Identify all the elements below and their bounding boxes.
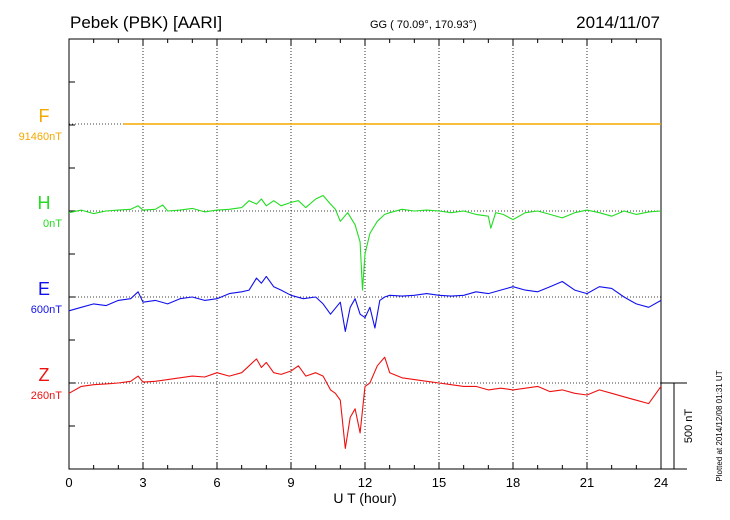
series-baseline-h: 0nT	[43, 218, 62, 230]
x-tick-label: 0	[65, 475, 72, 490]
axis-ticks	[68, 38, 662, 470]
series-name-h: H	[38, 193, 51, 213]
series-name-f: F	[39, 106, 50, 126]
series-group	[68, 123, 662, 449]
series-baseline-e: 600nT	[31, 304, 62, 316]
series-labels: F 91460nT H 0nT E 600nT Z 260nT	[19, 106, 63, 402]
x-tick-label: 9	[287, 475, 294, 490]
series-line-z	[68, 356, 662, 449]
geographic-coords: GG ( 70.09°, 170.93°)	[370, 19, 477, 31]
plotted-timestamp: Plotted at 2014/12/08 01:31 UT	[715, 370, 724, 481]
x-tick-label: 24	[654, 475, 668, 490]
series-baseline-z: 260nT	[31, 390, 62, 402]
x-tick-label: 18	[506, 475, 520, 490]
series-baseline-f: 91460nT	[19, 131, 63, 143]
x-tick-labels: 0 3 6 9 12 15 18 21 24	[65, 475, 668, 490]
station-title: Pebek (PBK) [AARI]	[70, 13, 222, 32]
x-tick-label: 21	[580, 475, 594, 490]
scale-bar: 500 nT	[661, 382, 695, 470]
x-tick-label: 3	[139, 475, 146, 490]
x-tick-label: 15	[432, 475, 446, 490]
series-line-h	[68, 194, 662, 291]
series-name-e: E	[38, 279, 50, 299]
x-tick-label: 12	[358, 475, 372, 490]
series-name-z: Z	[39, 365, 50, 385]
scale-bar-label: 500 nT	[683, 409, 695, 444]
series-line-e	[68, 275, 662, 332]
x-tick-label: 6	[213, 475, 220, 490]
plot-date: 2014/11/07	[576, 13, 660, 32]
x-axis-label: U T (hour)	[333, 490, 396, 506]
